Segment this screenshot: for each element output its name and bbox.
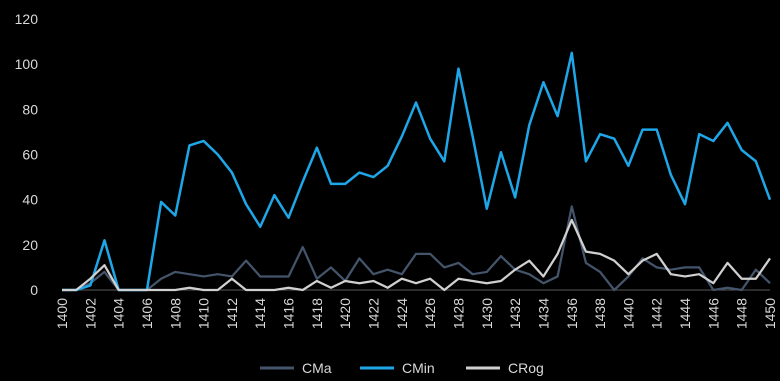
x-axis: 1400 1402 1404 1406 1408 1410 1412 1414 1416 1418… xyxy=(54,298,778,329)
x-tick-label: 1402 xyxy=(82,298,98,329)
x-tick-label: 1430 xyxy=(479,298,495,329)
legend-label-crog: CRog xyxy=(508,360,544,376)
x-tick-label: 1400 xyxy=(54,298,70,329)
legend-item-cmin: CMin xyxy=(360,360,435,376)
series-line-cma xyxy=(62,205,771,292)
legend-label-cmin: CMin xyxy=(402,360,435,376)
x-tick-label: 1444 xyxy=(677,298,693,329)
y-tick-label: 20 xyxy=(22,237,38,253)
y-tick-label: 120 xyxy=(15,11,39,27)
x-tick-label: 1418 xyxy=(309,298,325,329)
legend: CMa CMin CRog xyxy=(260,360,544,376)
legend-item-crog: CRog xyxy=(466,360,544,376)
x-tick-label: 1416 xyxy=(281,298,297,329)
x-tick-label: 1440 xyxy=(620,298,636,329)
x-tick-label: 1428 xyxy=(450,298,466,329)
x-tick-label: 1436 xyxy=(564,298,580,329)
series-line-cmin xyxy=(62,51,772,292)
x-tick-label: 1432 xyxy=(507,298,523,329)
x-tick-label: 1404 xyxy=(111,298,127,329)
x-tick-label: 1434 xyxy=(535,298,551,329)
y-axis: 0 20 40 60 80 100 120 xyxy=(15,11,39,298)
x-tick-label: 1408 xyxy=(167,298,183,329)
series-layer xyxy=(62,51,772,292)
x-tick-label: 1446 xyxy=(705,298,721,329)
y-tick-label: 100 xyxy=(15,56,39,72)
x-tick-label: 1442 xyxy=(649,298,665,329)
y-tick-label: 0 xyxy=(30,282,38,298)
x-tick-label: 1410 xyxy=(196,298,212,329)
x-tick-label: 1420 xyxy=(337,298,353,329)
legend-label-cma: CMa xyxy=(302,360,332,376)
x-tick-label: 1450 xyxy=(762,298,778,329)
x-tick-label: 1426 xyxy=(422,298,438,329)
x-tick-label: 1422 xyxy=(366,298,382,329)
x-tick-label: 1424 xyxy=(394,298,410,329)
y-tick-label: 80 xyxy=(22,101,38,117)
legend-item-cma: CMa xyxy=(260,360,332,376)
x-tick-label: 1414 xyxy=(252,298,268,329)
y-tick-label: 60 xyxy=(22,147,38,163)
x-tick-label: 1438 xyxy=(592,298,608,329)
y-tick-label: 40 xyxy=(22,192,38,208)
x-tick-label: 1448 xyxy=(734,298,750,329)
series-line-crog xyxy=(62,218,771,292)
x-tick-label: 1412 xyxy=(224,298,240,329)
x-tick-label: 1406 xyxy=(139,298,155,329)
